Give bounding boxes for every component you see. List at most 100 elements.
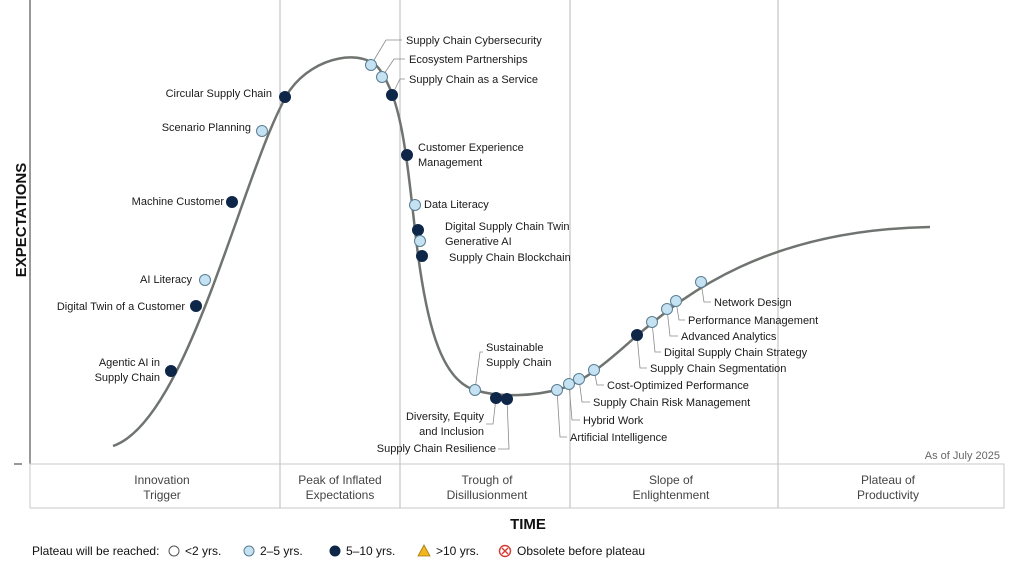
tech-label: Performance Management <box>688 315 818 327</box>
tech-label: Network Design <box>714 297 792 309</box>
tech-marker <box>279 91 291 103</box>
tech-marker <box>469 384 481 396</box>
tech-marker <box>414 235 426 247</box>
technology-markers: Agentic AI in Supply Chain Digital Twin of… <box>57 35 818 455</box>
tech-item-sustainable-supply-chain: Sustainable Supply Chain <box>469 342 551 396</box>
tech-label: Machine Customer <box>132 196 225 208</box>
tech-label: Digital Twin of a Customer <box>57 301 186 313</box>
tech-marker <box>226 196 238 208</box>
x-axis-title: TIME <box>510 516 546 533</box>
tech-item-advanced-analytics: Advanced Analytics <box>661 303 777 343</box>
tech-item-digital-twin-of-a-customer: Digital Twin of a Customer <box>57 300 202 313</box>
tech-item-ecosystem-partnerships: Ecosystem Partnerships <box>376 54 528 83</box>
tech-item-hybrid-work: Hybrid Work <box>563 378 644 427</box>
tech-item-supply-chain-resilience: Supply Chain Resilience <box>377 393 513 455</box>
tech-item-performance-management: Performance Management <box>670 295 818 327</box>
legend-marker-lightblue <box>243 545 255 557</box>
tech-leader-line <box>486 397 497 425</box>
y-axis-title: EXPECTATIONS <box>13 163 30 277</box>
tech-marker <box>412 224 424 236</box>
tech-marker <box>573 373 585 385</box>
tech-item-digital-supply-chain-twin: Digital Supply Chain Twin <box>412 221 570 236</box>
tech-marker <box>501 393 513 405</box>
tech-marker <box>563 378 575 390</box>
tech-label: Supply Chain Blockchain <box>449 252 571 264</box>
tech-marker <box>631 329 643 341</box>
legend-marker-navy <box>329 545 341 557</box>
tech-item-data-literacy: Data Literacy <box>409 199 489 211</box>
legend-label-gt10: >10 yrs. <box>436 544 479 558</box>
tech-item-supply-chain-as-a-service: Supply Chain as a Service <box>386 74 538 101</box>
legend-label-2to5: 2–5 yrs. <box>260 544 303 558</box>
tech-marker <box>256 125 268 137</box>
tech-marker <box>646 316 658 328</box>
tech-item-network-design: Network Design <box>695 276 792 309</box>
phase-label-innovation-trigger: Innovation Trigger <box>134 473 189 502</box>
tech-marker <box>695 276 707 288</box>
legend-marker-triangle <box>417 544 431 557</box>
tech-item-customer-experience-management: Customer Experience Management <box>401 142 524 169</box>
tech-label: Diversity, Equity and Inclusion <box>406 411 485 438</box>
tech-marker <box>190 300 202 312</box>
tech-leader-line <box>568 383 580 421</box>
tech-marker <box>386 89 398 101</box>
tech-marker <box>165 365 177 377</box>
tech-label: Generative AI <box>445 236 512 248</box>
tech-label: Sustainable Supply Chain <box>486 342 551 369</box>
tech-label: Supply Chain as a Service <box>409 74 538 86</box>
tech-marker <box>661 303 673 315</box>
tech-item-agentic-ai-in-supply-chain: Agentic AI in Supply Chain <box>95 357 177 384</box>
tech-item-digital-supply-chain-strategy: Digital Supply Chain Strategy <box>646 316 808 359</box>
tech-leader-line <box>675 300 685 321</box>
tech-label: Cost-Optimized Performance <box>607 380 749 392</box>
tech-label: Circular Supply Chain <box>166 88 272 100</box>
tech-label: Supply Chain Cybersecurity <box>406 35 542 47</box>
tech-label: Digital Supply Chain Strategy <box>664 347 808 359</box>
phase-label-peak: Peak of Inflated Expectations <box>298 473 381 502</box>
tech-label: Customer Experience Management <box>418 142 524 169</box>
phase-label-plateau: Plateau of Productivity <box>857 473 919 502</box>
phase-label-trough: Trough of Disillusionment <box>447 473 528 502</box>
tech-leader-line <box>578 378 590 403</box>
tech-item-supply-chain-segmentation: Supply Chain Segmentation <box>631 329 786 375</box>
tech-item-diversity-equity-and-inclusion: Diversity, Equity and Inclusion <box>406 392 502 438</box>
tech-marker <box>416 250 428 262</box>
legend-title: Plateau will be reached: <box>32 544 159 558</box>
tech-item-machine-customer: Machine Customer <box>132 196 238 208</box>
tech-label: Hybrid Work <box>583 415 644 427</box>
legend-label-5to10: 5–10 yrs. <box>346 544 395 558</box>
tech-label: Data Literacy <box>424 199 489 211</box>
tech-label: AI Literacy <box>140 274 192 286</box>
legend-marker-white <box>168 545 180 557</box>
tech-item-circular-supply-chain: Circular Supply Chain <box>166 88 291 103</box>
phase-label-slope: Slope of Enlightenment <box>633 473 710 502</box>
tech-leader-line <box>651 321 661 353</box>
tech-marker <box>490 392 502 404</box>
tech-label: Supply Chain Risk Management <box>593 397 750 409</box>
tech-item-supply-chain-risk-management: Supply Chain Risk Management <box>573 373 750 409</box>
tech-marker <box>365 59 377 71</box>
tech-leader-line <box>700 281 711 303</box>
tech-label: Digital Supply Chain Twin <box>445 221 570 233</box>
tech-leader-line <box>370 39 402 66</box>
tech-marker <box>401 149 413 161</box>
tech-label: Supply Chain Resilience <box>377 443 496 455</box>
tech-leader-line <box>636 334 647 369</box>
tech-label: Scenario Planning <box>162 122 251 134</box>
tech-label: Advanced Analytics <box>681 331 777 343</box>
phase-labels: Innovation Trigger Peak of Inflated Expect… <box>134 473 919 502</box>
legend-label-obsolete: Obsolete before plateau <box>517 544 645 558</box>
tech-label: Supply Chain Segmentation <box>650 363 786 375</box>
legend: Plateau will be reached: <2 yrs. 2–5 yrs… <box>32 544 645 558</box>
tech-item-ai-literacy: AI Literacy <box>140 274 211 286</box>
tech-leader-line <box>666 308 678 337</box>
tech-marker <box>670 295 682 307</box>
phase-dividers <box>279 0 779 508</box>
tech-item-scenario-planning: Scenario Planning <box>162 122 268 137</box>
tech-item-generative-ai: Generative AI <box>414 235 512 248</box>
tech-item-supply-chain-blockchain: Supply Chain Blockchain <box>416 250 571 264</box>
tech-leader-line <box>381 58 405 78</box>
as-of-label: As of July 2025 <box>925 450 1000 462</box>
tech-marker <box>376 71 388 83</box>
